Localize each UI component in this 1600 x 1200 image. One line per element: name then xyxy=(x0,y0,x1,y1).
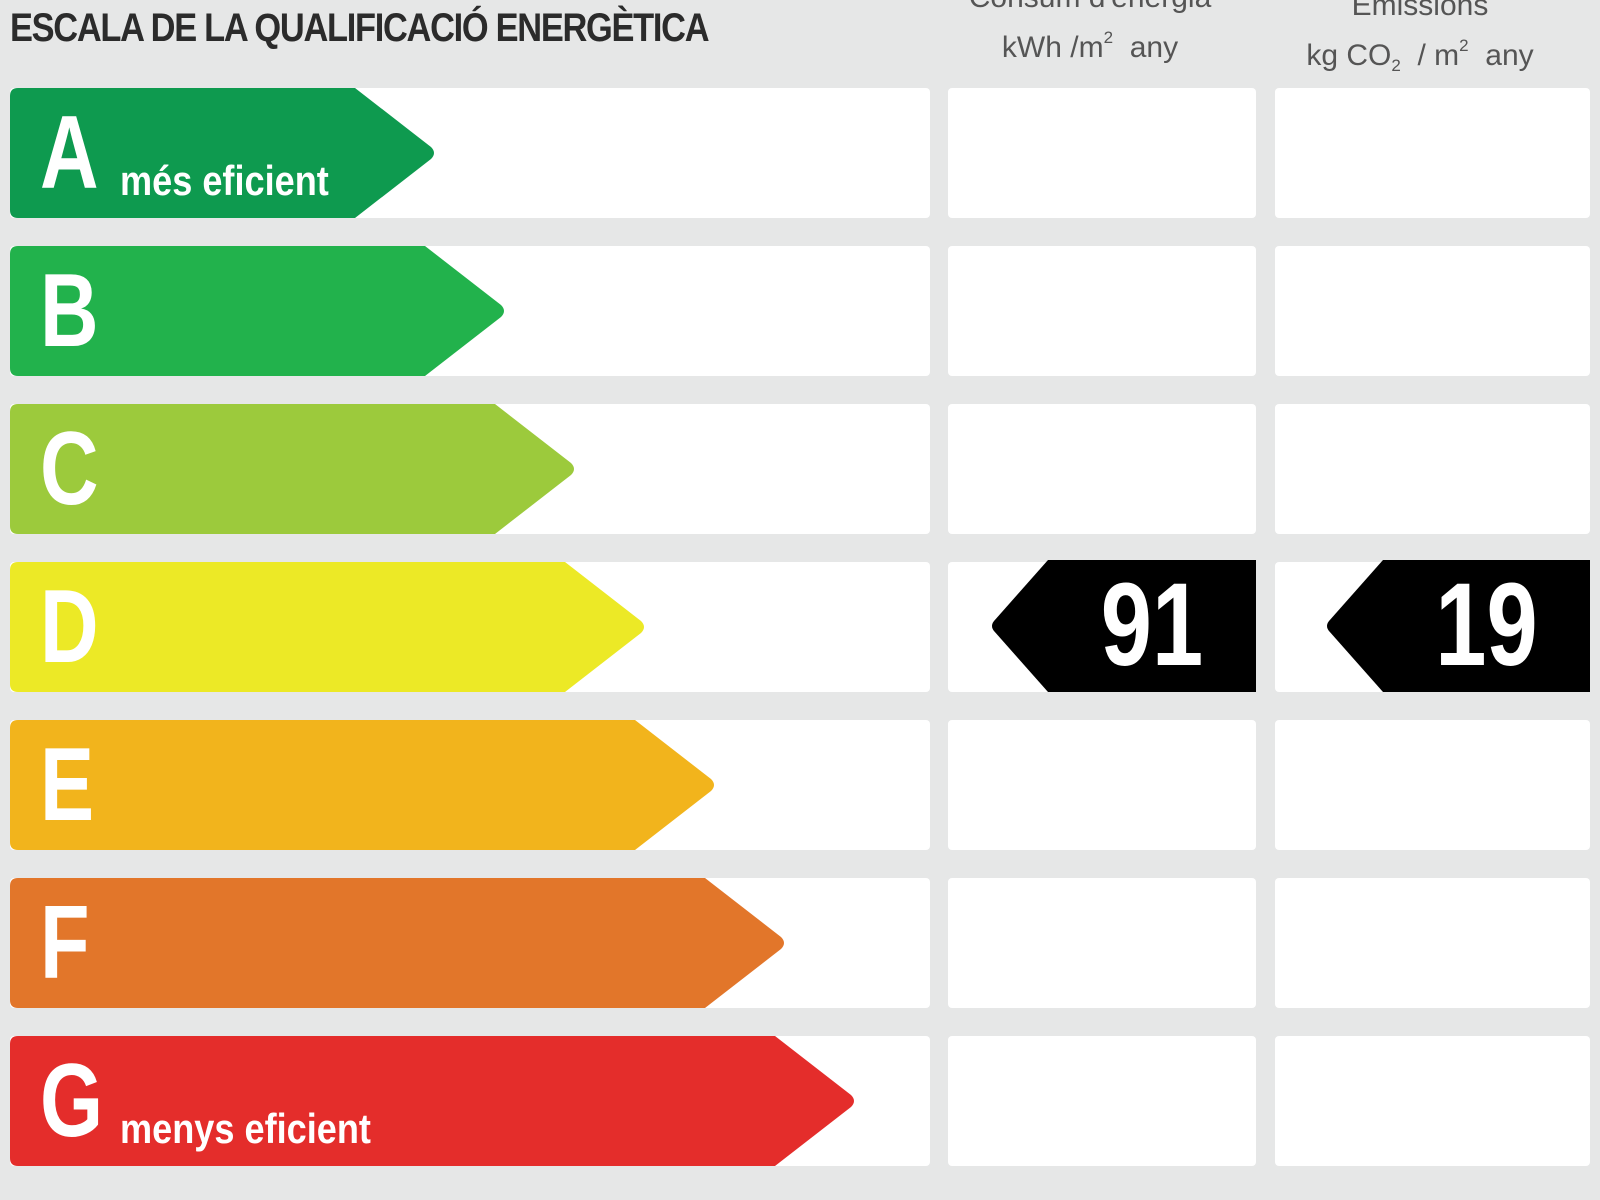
band-letter: D xyxy=(40,569,99,685)
band-label: més eficient xyxy=(120,157,329,204)
band-f: F xyxy=(10,878,785,1008)
band-shape-c xyxy=(10,404,574,534)
emissions-cell-f xyxy=(1275,878,1590,1008)
emissions-cell-b xyxy=(1275,246,1590,376)
consumption-cell-f xyxy=(948,878,1256,1008)
band-letter: B xyxy=(40,253,99,369)
consumption-header-unit: kWh /m2 any xyxy=(1001,28,1179,64)
emissions-cell-e xyxy=(1275,720,1590,850)
band-b: B xyxy=(10,246,505,376)
emissions-value: 19 xyxy=(1435,559,1538,691)
band-label: menys eficient xyxy=(120,1105,371,1152)
consumption-cell-b xyxy=(948,246,1256,376)
emissions-cell-a xyxy=(1275,88,1590,218)
consumption-value: 91 xyxy=(1100,559,1204,691)
band-shape-g xyxy=(10,1036,854,1166)
band-letter: C xyxy=(40,411,99,527)
emissions-header-unit: kg CO2 / m2 any xyxy=(1306,36,1534,75)
page-title: ESCALA DE LA QUALIFICACIÓ ENERGÈTICA xyxy=(10,6,710,50)
consumption-cell-e xyxy=(948,720,1256,850)
band-shape-d xyxy=(10,562,644,692)
band-shape-e xyxy=(10,720,714,850)
consumption-cell-c xyxy=(948,404,1256,534)
consumption-cell-a xyxy=(948,88,1256,218)
emissions-header-label: Emissions xyxy=(1351,0,1489,22)
band-d: D xyxy=(10,562,645,692)
consumption-cell-g xyxy=(948,1036,1256,1166)
consumption-header-label: Consum d'energia xyxy=(945,0,1235,18)
consumption-column-header: Consum d'energia kWh /m2 any xyxy=(945,0,1235,68)
emissions-column-header: Emissions kg CO2 / m2 any xyxy=(1265,0,1575,86)
band-letter: E xyxy=(40,727,95,843)
band-letter: F xyxy=(40,885,90,1001)
band-c: C xyxy=(10,404,575,534)
band-shape-f xyxy=(10,878,784,1008)
band-shape-b xyxy=(10,246,504,376)
band-e: E xyxy=(10,720,715,850)
band-letter: A xyxy=(40,95,99,211)
emissions-cell-g xyxy=(1275,1036,1590,1166)
band-letter: G xyxy=(40,1043,104,1159)
band-shape-a xyxy=(10,88,434,218)
emissions-cell-c xyxy=(1275,404,1590,534)
emissions-value-arrow-shape xyxy=(1327,560,1590,692)
consumption-value-arrow-shape xyxy=(992,560,1256,692)
emissions-value-arrow: 19 xyxy=(1325,559,1590,692)
consumption-value-arrow: 91 xyxy=(990,559,1256,692)
